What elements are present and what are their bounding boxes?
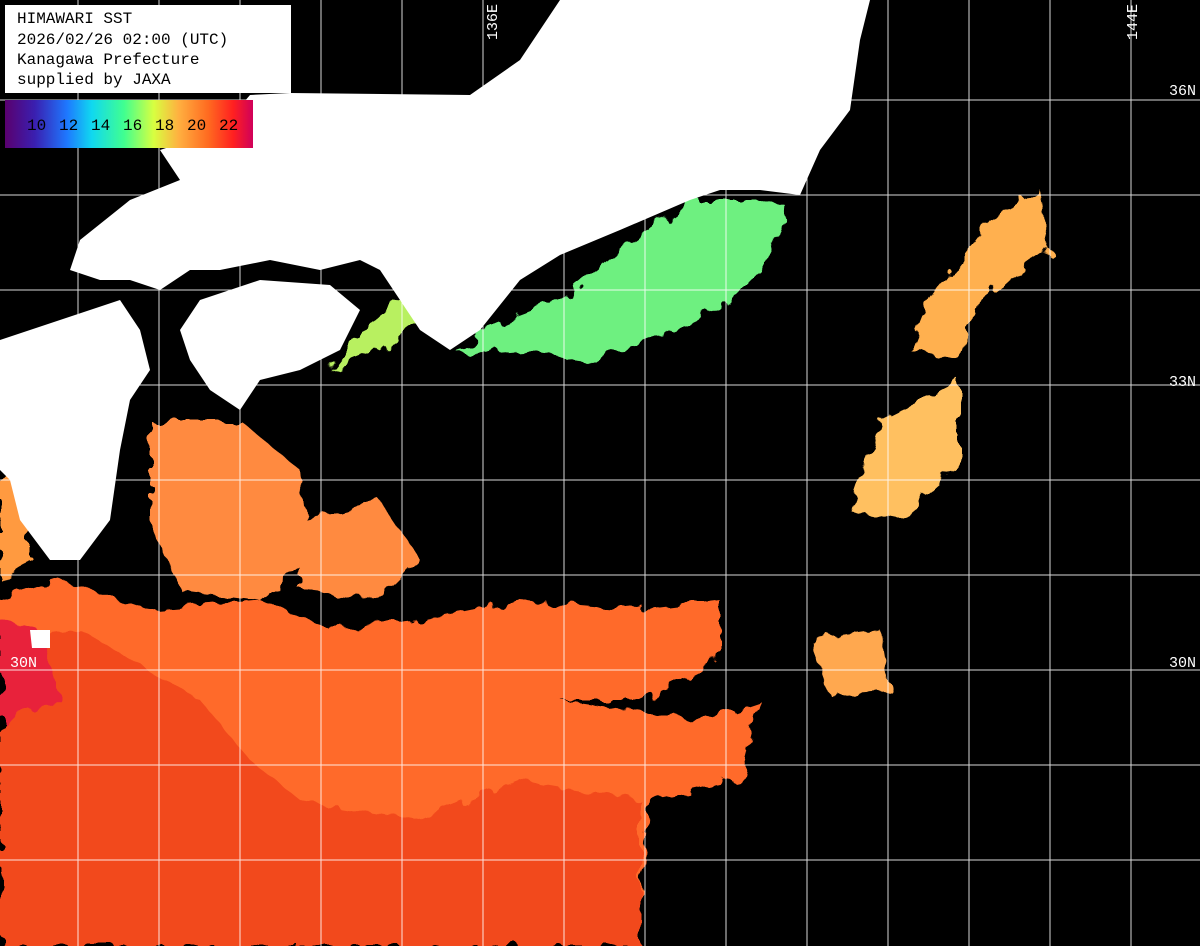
colorbar-label: 18 — [155, 117, 174, 135]
sst-hot — [0, 630, 640, 946]
kyushu — [0, 300, 150, 560]
colorbar-label: 22 — [219, 117, 238, 135]
sst-mild — [850, 380, 960, 520]
info-box — [5, 5, 291, 93]
island — [30, 630, 50, 648]
colorbar-label: 20 — [187, 117, 206, 135]
lon-label: 144E — [1125, 4, 1142, 40]
shikoku — [180, 280, 360, 410]
lat-label: 33N — [1169, 374, 1196, 391]
honshu — [70, 0, 870, 350]
lat-label: 30N — [1169, 655, 1196, 672]
info-line: supplied by JAXA — [17, 71, 171, 89]
colorbar-label: 16 — [123, 117, 142, 135]
info-line: Kanagawa Prefecture — [17, 51, 199, 69]
sst-cool — [460, 200, 790, 360]
sst-field — [0, 180, 1050, 946]
sst-mild — [910, 190, 1050, 360]
lat-label: 36N — [1169, 83, 1196, 100]
sst-warm — [150, 420, 310, 600]
land — [0, 0, 870, 648]
sst-mild — [810, 630, 890, 695]
info-line: HIMAWARI SST — [17, 10, 132, 28]
colorbar-labels: 10 12 14 16 18 20 22 — [27, 117, 238, 135]
lat-label: 30N — [10, 655, 37, 672]
sst-cool — [330, 300, 420, 370]
colorbar-label: 10 — [27, 117, 46, 135]
colorbar-label: 12 — [59, 117, 78, 135]
lon-label: 136E — [485, 4, 502, 40]
info-line: 2026/02/26 02:00 (UTC) — [17, 31, 228, 49]
colorbar — [5, 100, 253, 148]
colorbar-label: 14 — [91, 117, 110, 135]
